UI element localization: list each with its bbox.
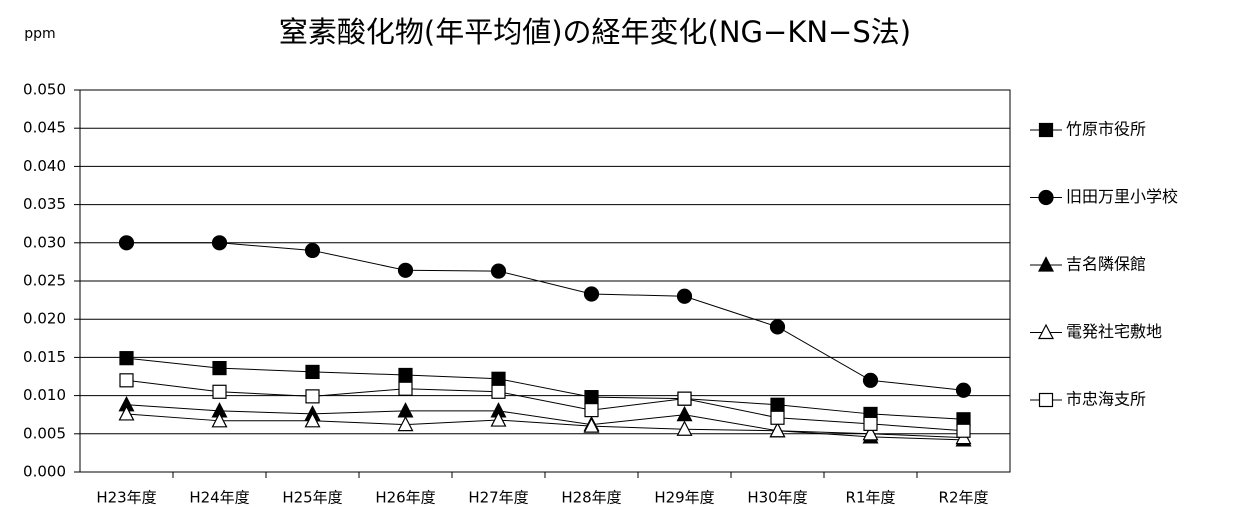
x-tick-label: H30年度	[747, 489, 807, 507]
point	[677, 391, 692, 406]
legend-label: 吉名隣保館	[1066, 255, 1146, 274]
point	[676, 405, 693, 422]
x-tick-label: R2年度	[939, 489, 989, 507]
legend-marker	[1038, 256, 1054, 272]
point	[862, 372, 879, 388]
y-tick-label: 0.000	[23, 463, 66, 481]
point	[490, 263, 507, 279]
series-line	[126, 413, 964, 439]
point	[212, 360, 227, 376]
point	[583, 286, 600, 302]
point	[305, 364, 320, 380]
point	[583, 417, 600, 433]
point	[770, 397, 785, 412]
point	[491, 384, 506, 399]
point	[119, 373, 134, 388]
point	[584, 390, 599, 405]
x-tick-label: H23年度	[96, 489, 156, 507]
legend-label: 市忠海支所	[1066, 390, 1146, 409]
y-tick-label: 0.020	[23, 310, 66, 328]
series-line	[126, 242, 964, 391]
point	[304, 412, 321, 428]
point	[397, 262, 414, 278]
x-tick-label: H24年度	[189, 489, 249, 507]
point	[397, 415, 414, 432]
y-tick-label: 0.050	[23, 81, 66, 99]
point	[212, 384, 227, 399]
series-line	[126, 379, 964, 432]
y-tick-label: 0.030	[23, 233, 66, 251]
point	[491, 371, 506, 386]
point	[398, 367, 413, 383]
point	[584, 403, 599, 418]
point	[769, 319, 786, 335]
point	[398, 381, 413, 396]
point	[770, 410, 785, 425]
point	[769, 421, 786, 438]
point	[119, 351, 134, 366]
y-tick-label: 0.025	[23, 272, 66, 290]
point	[211, 412, 228, 428]
y-tick-label: 0.010	[23, 386, 66, 404]
point	[862, 424, 879, 441]
point	[118, 235, 135, 251]
point	[676, 288, 693, 304]
point	[118, 405, 135, 421]
point	[955, 382, 972, 398]
point	[397, 402, 414, 418]
point	[304, 242, 321, 259]
y-tick-label: 0.005	[23, 424, 66, 442]
x-tick-label: R1年度	[846, 489, 896, 507]
series-line	[126, 404, 964, 441]
point	[676, 420, 693, 436]
y-tick-label: 0.035	[23, 195, 66, 213]
x-tick-label: H27年度	[468, 489, 528, 507]
x-tick-label: H28年度	[561, 489, 621, 507]
chart-title: 窒素酸化物(年平均値)の経年変化(NG−KN−S法)	[279, 15, 911, 49]
legend-marker	[1038, 392, 1054, 408]
x-tick-label: H26年度	[375, 489, 435, 507]
legend-label: 竹原市役所	[1066, 120, 1146, 139]
point	[211, 235, 228, 251]
legend-label: 旧田万里小学校	[1066, 187, 1178, 206]
y-tick-label: 0.040	[23, 157, 66, 175]
legend-marker	[1038, 122, 1054, 138]
legend-label: 電発社宅敷地	[1066, 322, 1162, 341]
legend-marker	[1038, 189, 1054, 206]
point	[863, 416, 878, 431]
point	[305, 389, 320, 404]
point	[490, 411, 507, 427]
legend-marker	[1038, 323, 1054, 340]
x-tick-label: H25年度	[282, 489, 342, 507]
x-tick-label: H29年度	[654, 489, 714, 507]
y-tick-label: 0.015	[23, 348, 66, 366]
series-line	[126, 357, 964, 420]
y-tick-label: 0.045	[23, 119, 66, 137]
y-unit: ppm	[24, 26, 55, 42]
point	[956, 423, 971, 438]
